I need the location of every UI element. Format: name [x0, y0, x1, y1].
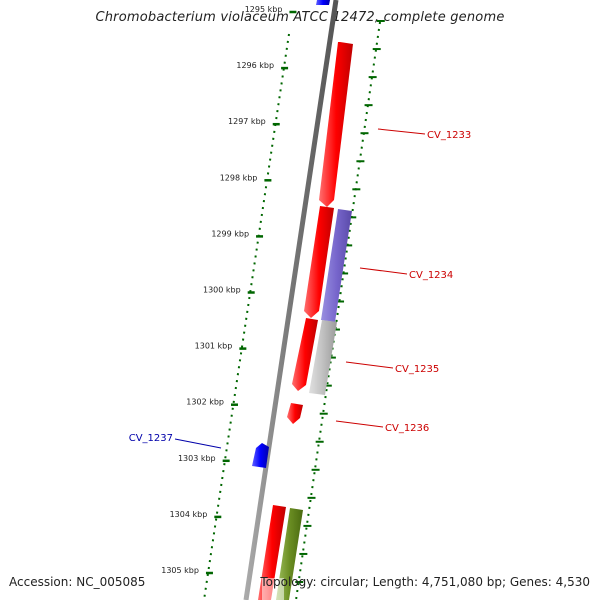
ruler-label: 1300 kbp	[203, 286, 241, 295]
ruler-label: 1303 kbp	[178, 454, 216, 463]
ruler-label: 1304 kbp	[170, 510, 208, 519]
gene-labels: CV_1233 CV_1234 CV_1235 CV_1236 CV_1237	[129, 130, 472, 444]
gray-overlay-bottom	[262, 578, 284, 600]
ruler-label: 1299 kbp	[211, 229, 249, 238]
label-cv-1233[interactable]: CV_1233	[427, 130, 471, 141]
leader-cv-1234	[359, 267, 408, 275]
topology-text: Topology: circular; Length: 4,751,080 bp…	[260, 575, 590, 589]
leader-cv-1237	[174, 438, 222, 449]
leader-cv-1233	[377, 128, 426, 135]
ruler-labels: 1295 kbp 1296 kbp 1297 kbp 1298 kbp 1299 kbp…	[161, 5, 282, 575]
ruler-label: 1302 kbp	[186, 398, 224, 407]
gene-cv-1236-arrow[interactable]	[287, 403, 303, 424]
ruler-label: 1298 kbp	[220, 173, 258, 182]
label-cv-1237[interactable]: CV_1237	[129, 433, 173, 444]
map-title: Chromobacterium violaceum ATCC 12472, co…	[95, 10, 505, 25]
ruler-dotted-line-left	[203, 33, 290, 600]
ruler-label: 1297 kbp	[228, 117, 266, 126]
leader-cv-1235	[345, 361, 394, 369]
accession-text: Accession: NC_005085	[9, 575, 146, 589]
ruler-label: 1296 kbp	[236, 61, 274, 70]
ruler-label: 1301 kbp	[195, 342, 233, 351]
gene-cv-1237-arrow[interactable]	[252, 443, 269, 468]
gene-features	[252, 0, 353, 600]
gene-cv-1234-arrow[interactable]	[304, 206, 334, 318]
label-leaders	[174, 128, 426, 449]
leader-cv-1236	[335, 420, 384, 428]
olive-feature-bottom[interactable]	[276, 508, 303, 600]
blue-gene-top[interactable]	[316, 0, 330, 5]
ruler-ticks	[205, 10, 385, 583]
gene-cv-1235-arrow[interactable]	[292, 318, 318, 391]
ruler-label: 1295 kbp	[245, 5, 283, 14]
red-gene-bottom[interactable]	[258, 505, 286, 600]
gene-cv-1233-arrow[interactable]	[319, 42, 353, 207]
label-cv-1234[interactable]: CV_1234	[409, 270, 453, 281]
ruler-label: 1305 kbp	[161, 566, 199, 575]
purple-feature-arrow[interactable]	[321, 209, 352, 322]
label-cv-1236[interactable]: CV_1236	[385, 423, 429, 434]
label-cv-1235[interactable]: CV_1235	[395, 364, 439, 375]
gray-feature-arrow[interactable]	[309, 320, 337, 395]
genome-backbone	[243, 0, 339, 600]
